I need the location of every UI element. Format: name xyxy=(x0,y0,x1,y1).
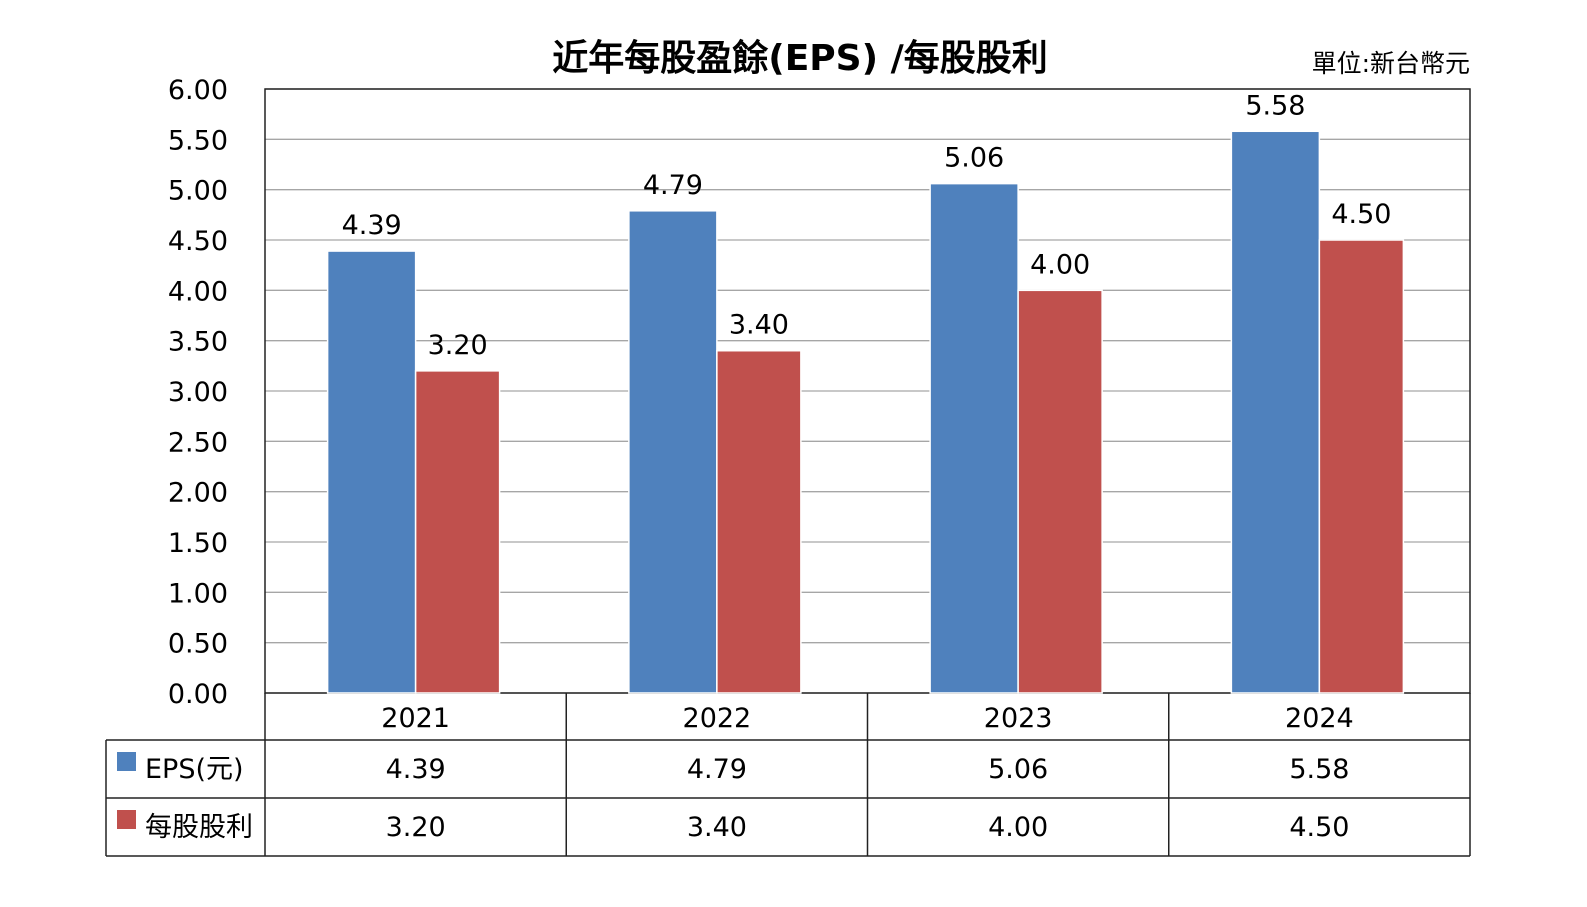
table-cell: 3.20 xyxy=(386,812,446,843)
y-tick-label: 6.00 xyxy=(168,75,228,106)
data-label: 3.20 xyxy=(428,330,488,361)
y-tick-label: 5.50 xyxy=(168,125,228,156)
x-tick-label: 2023 xyxy=(984,703,1053,734)
data-label: 4.00 xyxy=(1030,249,1090,280)
bar-dividend-2021 xyxy=(414,370,501,694)
y-tick-label: 3.50 xyxy=(168,327,228,358)
bar-dividend-2024 xyxy=(1318,239,1405,694)
bar-dividend-2022 xyxy=(716,349,802,694)
data-table: 2021 2022 2023 2024 EPS(元) 4.39 4.79 5.06 5.58 每股… xyxy=(105,693,1471,857)
bar-eps-2024 xyxy=(1230,130,1321,694)
x-tick-label: 2024 xyxy=(1285,703,1354,734)
bars xyxy=(326,130,1405,694)
table-cell: 4.00 xyxy=(988,812,1048,843)
data-label: 4.79 xyxy=(643,170,703,201)
y-axis-ticks: 0.00 0.50 1.00 1.50 2.00 2.50 3.00 3.50 4.00 4.50… xyxy=(168,75,228,710)
table-cell: 3.40 xyxy=(687,812,747,843)
bar-eps-2022 xyxy=(628,210,718,694)
table-cell: 5.06 xyxy=(988,754,1048,785)
y-tick-label: 0.00 xyxy=(168,679,228,710)
unit-label: 單位:新台幣元 xyxy=(1312,49,1470,78)
table-cell: 4.50 xyxy=(1289,812,1349,843)
y-tick-label: 4.00 xyxy=(168,276,228,307)
table-cell: 4.79 xyxy=(687,754,747,785)
bar-eps-2023 xyxy=(929,182,1019,694)
table-cell: 4.39 xyxy=(386,754,446,785)
data-label: 4.50 xyxy=(1331,199,1391,230)
legend-swatch-eps xyxy=(117,752,136,771)
bar-dividend-2023 xyxy=(1017,289,1103,694)
data-label: 5.58 xyxy=(1245,90,1305,121)
bar-eps-2021 xyxy=(326,250,417,694)
y-tick-label: 2.00 xyxy=(168,478,228,509)
y-tick-label: 3.00 xyxy=(168,377,228,408)
y-tick-label: 4.50 xyxy=(168,226,228,257)
legend-label: 每股股利 xyxy=(145,812,253,843)
legend-label: EPS(元) xyxy=(145,754,244,785)
y-tick-label: 1.50 xyxy=(168,528,228,559)
y-tick-label: 5.00 xyxy=(168,176,228,207)
x-tick-label: 2022 xyxy=(683,703,752,734)
y-tick-label: 0.50 xyxy=(168,629,228,660)
data-label: 4.39 xyxy=(342,210,402,241)
y-tick-label: 2.50 xyxy=(168,427,228,458)
data-label: 5.06 xyxy=(944,143,1004,174)
legend-swatch-dividend xyxy=(117,810,136,829)
y-tick-label: 1.00 xyxy=(168,578,228,609)
chart-title: 近年每股盈餘(EPS) /每股股利 xyxy=(552,38,1048,79)
data-label: 3.40 xyxy=(729,310,789,341)
table-cell: 5.58 xyxy=(1289,754,1349,785)
x-tick-label: 2021 xyxy=(381,703,450,734)
data-labels: 4.39 3.20 4.79 3.40 5.06 4.00 5.58 4.50 xyxy=(342,90,1392,361)
